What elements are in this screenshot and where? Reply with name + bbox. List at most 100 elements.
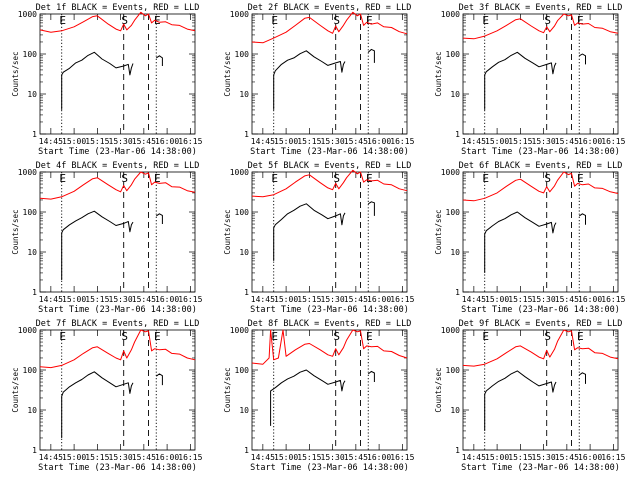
y-axis-label: Counts/sec	[434, 209, 443, 254]
events-series-line	[273, 48, 375, 110]
x-tick-label: 15:30	[109, 137, 133, 146]
x-tick-label: 15:15	[297, 453, 321, 462]
plot-frame	[39, 329, 196, 451]
x-tick-label: 15:30	[532, 453, 556, 462]
lld-series-line	[462, 329, 619, 367]
event-marker-label: S	[333, 172, 340, 185]
detector-panel: Det 4f BLACK = Events, RED = LLD 1 10 100 10…	[11, 161, 203, 315]
plot-frame	[251, 329, 408, 451]
panel-title: Det 2f BLACK = Events, RED = LLD	[248, 3, 412, 13]
y-axis-label: Counts/sec	[434, 51, 443, 96]
x-tick-label: 15:30	[321, 137, 345, 146]
event-marker-label: E	[154, 14, 161, 27]
events-series-line	[61, 51, 163, 110]
x-tick-label: 14:45	[251, 137, 275, 146]
lld-series-line	[39, 329, 196, 369]
event-marker-label: E	[271, 172, 278, 185]
x-axis-label: Start Time (23-Mar-06 14:38:00)	[250, 305, 409, 315]
x-tick-label: 15:00	[274, 137, 298, 146]
panel-title: Det 6f BLACK = Events, RED = LLD	[459, 161, 623, 171]
detector-panel: Det 8f BLACK = Events, RED = LLD 1 10 100 10…	[223, 319, 415, 473]
event-marker-label: S	[121, 172, 128, 185]
lld-series-line	[251, 329, 408, 365]
plot-frame	[462, 329, 619, 451]
x-tick-label: 16:00	[367, 453, 391, 462]
x-tick-label: 14:45	[462, 137, 486, 146]
panel-title: Det 3f BLACK = Events, RED = LLD	[459, 3, 623, 13]
event-marker-label: S	[544, 330, 551, 343]
x-tick-label: 15:15	[508, 295, 532, 304]
x-tick-label: 15:00	[485, 137, 509, 146]
y-tick-label: 1000	[230, 10, 249, 19]
panel-title: Det 5f BLACK = Events, RED = LLD	[248, 161, 412, 171]
event-marker-label: E	[59, 172, 66, 185]
events-series-line	[484, 51, 586, 110]
x-tick-label: 16:00	[155, 137, 179, 146]
y-tick-label: 100	[235, 366, 250, 375]
y-tick-label: 1000	[18, 326, 37, 335]
x-tick-label: 16:00	[367, 295, 391, 304]
detector-panel: Det 5f BLACK = Events, RED = LLD 1 10 100 10…	[223, 161, 415, 315]
x-axis-label: Start Time (23-Mar-06 14:38:00)	[38, 463, 197, 473]
x-tick-label: 15:15	[85, 137, 109, 146]
y-tick-label: 10	[27, 90, 37, 99]
x-tick-label: 15:30	[321, 453, 345, 462]
event-marker-label: E	[482, 14, 489, 27]
x-tick-label: 16:15	[601, 295, 625, 304]
x-tick-label: 15:45	[132, 137, 156, 146]
x-tick-label: 16:00	[155, 295, 179, 304]
x-tick-label: 15:15	[297, 137, 321, 146]
y-tick-label: 10	[239, 248, 249, 257]
y-tick-label: 1	[455, 130, 460, 139]
y-tick-label: 10	[450, 248, 460, 257]
x-tick-label: 16:15	[390, 137, 414, 146]
y-tick-label: 1	[244, 288, 249, 297]
x-tick-label: 15:00	[62, 295, 86, 304]
y-tick-label: 100	[446, 208, 461, 217]
x-tick-label: 15:15	[85, 453, 109, 462]
y-tick-label: 1000	[18, 10, 37, 19]
x-axis-label: Start Time (23-Mar-06 14:38:00)	[38, 147, 197, 157]
y-tick-label: 1000	[441, 326, 460, 335]
y-axis-label: Counts/sec	[11, 209, 20, 254]
x-tick-label: 15:30	[109, 295, 133, 304]
event-marker-label: E	[482, 330, 489, 343]
y-tick-label: 10	[27, 406, 37, 415]
y-axis-label: Counts/sec	[11, 51, 20, 96]
events-series-line	[61, 371, 163, 438]
event-marker-label: E	[59, 330, 66, 343]
y-tick-label: 1	[32, 288, 37, 297]
y-axis-label: Counts/sec	[434, 367, 443, 412]
x-tick-label: 16:00	[155, 453, 179, 462]
y-tick-label: 10	[27, 248, 37, 257]
y-axis-label: Counts/sec	[223, 209, 232, 254]
event-marker-label: E	[577, 330, 584, 343]
y-tick-label: 100	[23, 366, 38, 375]
x-axis-label: Start Time (23-Mar-06 14:38:00)	[461, 463, 620, 473]
y-tick-label: 10	[239, 406, 249, 415]
x-tick-label: 15:00	[62, 137, 86, 146]
x-tick-label: 15:45	[344, 295, 368, 304]
y-tick-label: 100	[446, 366, 461, 375]
x-tick-label: 15:45	[555, 453, 579, 462]
lld-series-line	[251, 11, 408, 44]
x-tick-label: 16:00	[367, 137, 391, 146]
y-tick-label: 1	[32, 130, 37, 139]
x-axis-label: Start Time (23-Mar-06 14:38:00)	[38, 305, 197, 315]
x-tick-label: 16:15	[178, 137, 202, 146]
x-axis-label: Start Time (23-Mar-06 14:38:00)	[461, 305, 620, 315]
plot-frame	[251, 171, 408, 293]
x-tick-label: 15:00	[485, 295, 509, 304]
x-axis-label: Start Time (23-Mar-06 14:38:00)	[461, 147, 620, 157]
y-tick-label: 100	[23, 208, 38, 217]
x-tick-label: 15:15	[297, 295, 321, 304]
events-series-line	[61, 210, 163, 280]
x-tick-label: 16:00	[578, 295, 602, 304]
event-marker-label: E	[271, 14, 278, 27]
y-tick-label: 1000	[441, 10, 460, 19]
event-marker-label: S	[333, 330, 340, 343]
lld-series-line	[462, 171, 619, 202]
x-tick-label: 16:00	[578, 137, 602, 146]
y-tick-label: 10	[450, 406, 460, 415]
x-tick-label: 16:15	[390, 453, 414, 462]
